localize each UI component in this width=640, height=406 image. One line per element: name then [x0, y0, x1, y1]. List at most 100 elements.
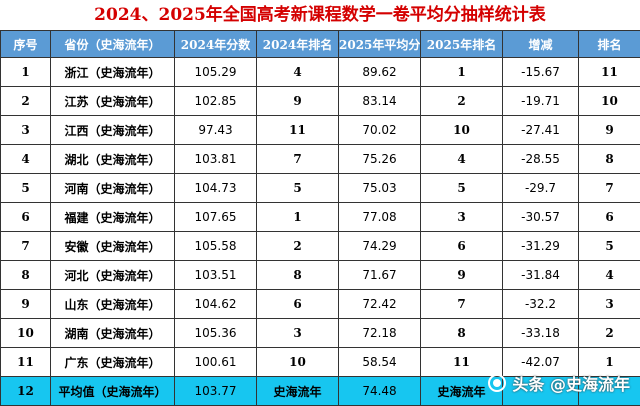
- table-cell: -29.7: [503, 174, 579, 203]
- table-cell: 3: [1, 116, 51, 145]
- table-cell: 10: [579, 87, 640, 116]
- table-cell: 4: [421, 145, 503, 174]
- table-cell: 10: [1, 319, 51, 348]
- table-cell: 97.43: [175, 116, 257, 145]
- header-cell: 2025年排名: [421, 31, 503, 58]
- table-cell: 83.14: [339, 87, 421, 116]
- table-cell: 6: [421, 232, 503, 261]
- watermark-logo-icon: [488, 374, 506, 392]
- table-cell: 72.18: [339, 319, 421, 348]
- table-cell: 105.58: [175, 232, 257, 261]
- table-cell: 3: [579, 290, 640, 319]
- table-cell: 6: [257, 290, 339, 319]
- table-cell: 11: [257, 116, 339, 145]
- table-cell: 9: [421, 261, 503, 290]
- table-cell: 5: [257, 174, 339, 203]
- table-cell: 江苏（史海流年）: [51, 87, 175, 116]
- header-cell: 序号: [1, 31, 51, 58]
- table-cell: -32.2: [503, 290, 579, 319]
- table-cell: 4: [579, 261, 640, 290]
- table-cell: 105.36: [175, 319, 257, 348]
- table-cell: -33.18: [503, 319, 579, 348]
- table-cell: 104.73: [175, 174, 257, 203]
- table-cell: 103.81: [175, 145, 257, 174]
- table-cell: 9: [1, 290, 51, 319]
- table-cell: 8: [421, 319, 503, 348]
- table-cell: 74.29: [339, 232, 421, 261]
- table-cell: 5: [1, 174, 51, 203]
- table-cell: 4: [1, 145, 51, 174]
- table-cell: 72.42: [339, 290, 421, 319]
- table-cell: 2: [579, 319, 640, 348]
- table-cell: 10: [257, 348, 339, 377]
- table-cell: -31.84: [503, 261, 579, 290]
- table-cell: 107.65: [175, 203, 257, 232]
- table-cell: 8: [1, 261, 51, 290]
- table-cell: 100.61: [175, 348, 257, 377]
- table-cell: 史海流年: [257, 377, 339, 406]
- table-cell: 6: [579, 203, 640, 232]
- watermark-text: 头条 @史海流年: [512, 371, 630, 395]
- table-cell: -27.41: [503, 116, 579, 145]
- table-cell: 浙江（史海流年）: [51, 58, 175, 87]
- table-cell: 3: [421, 203, 503, 232]
- table-cell: 山东（史海流年）: [51, 290, 175, 319]
- table-cell: -28.55: [503, 145, 579, 174]
- table-cell: 平均值（史海流年）: [51, 377, 175, 406]
- table-cell: 71.67: [339, 261, 421, 290]
- table-cell: 7: [579, 174, 640, 203]
- table-cell: 2: [1, 87, 51, 116]
- header-cell: 增减: [503, 31, 579, 58]
- table-cell: 74.48: [339, 377, 421, 406]
- table-cell: 安徽（史海流年）: [51, 232, 175, 261]
- table-cell: 江西（史海流年）: [51, 116, 175, 145]
- table-cell: 湖南（史海流年）: [51, 319, 175, 348]
- table-cell: 103.77: [175, 377, 257, 406]
- table-cell: 102.85: [175, 87, 257, 116]
- table-cell: 广东（史海流年）: [51, 348, 175, 377]
- table-cell: 75.03: [339, 174, 421, 203]
- header-cell: 2024年排名: [257, 31, 339, 58]
- table-cell: 福建（史海流年）: [51, 203, 175, 232]
- score-table: 序号 省份（史海流年） 2024年分数 2024年排名 2025年平均分 202…: [0, 30, 640, 406]
- table-cell: -19.71: [503, 87, 579, 116]
- table-cell: 6: [1, 203, 51, 232]
- table-cell: 7: [257, 145, 339, 174]
- table-cell: 77.08: [339, 203, 421, 232]
- table-title: 2024、2025年全国高考新课程数学一卷平均分抽样统计表: [0, 0, 640, 30]
- header-cell: 排名: [579, 31, 640, 58]
- table-cell: 7: [1, 232, 51, 261]
- table-cell: 河南（史海流年）: [51, 174, 175, 203]
- table-cell: 5: [579, 232, 640, 261]
- table-cell: 105.29: [175, 58, 257, 87]
- header-row: 序号 省份（史海流年） 2024年分数 2024年排名 2025年平均分 202…: [1, 31, 640, 58]
- table-cell: 河北（史海流年）: [51, 261, 175, 290]
- table-cell: 8: [579, 145, 640, 174]
- table-cell: 4: [257, 58, 339, 87]
- table-cell: -31.29: [503, 232, 579, 261]
- table-cell: 103.51: [175, 261, 257, 290]
- table-cell: 9: [257, 87, 339, 116]
- table-cell: 5: [421, 174, 503, 203]
- table-cell: 2: [257, 232, 339, 261]
- table-cell: 1: [1, 58, 51, 87]
- table-cell: 11: [579, 58, 640, 87]
- table-cell: 12: [1, 377, 51, 406]
- table-cell: 8: [257, 261, 339, 290]
- table-cell: 3: [257, 319, 339, 348]
- table-cell: 10: [421, 116, 503, 145]
- header-cell: 2025年平均分: [339, 31, 421, 58]
- table-cell: 1: [257, 203, 339, 232]
- table-cell: 58.54: [339, 348, 421, 377]
- table-cell: 89.62: [339, 58, 421, 87]
- table-cell: 湖北（史海流年）: [51, 145, 175, 174]
- header-cell: 2024年分数: [175, 31, 257, 58]
